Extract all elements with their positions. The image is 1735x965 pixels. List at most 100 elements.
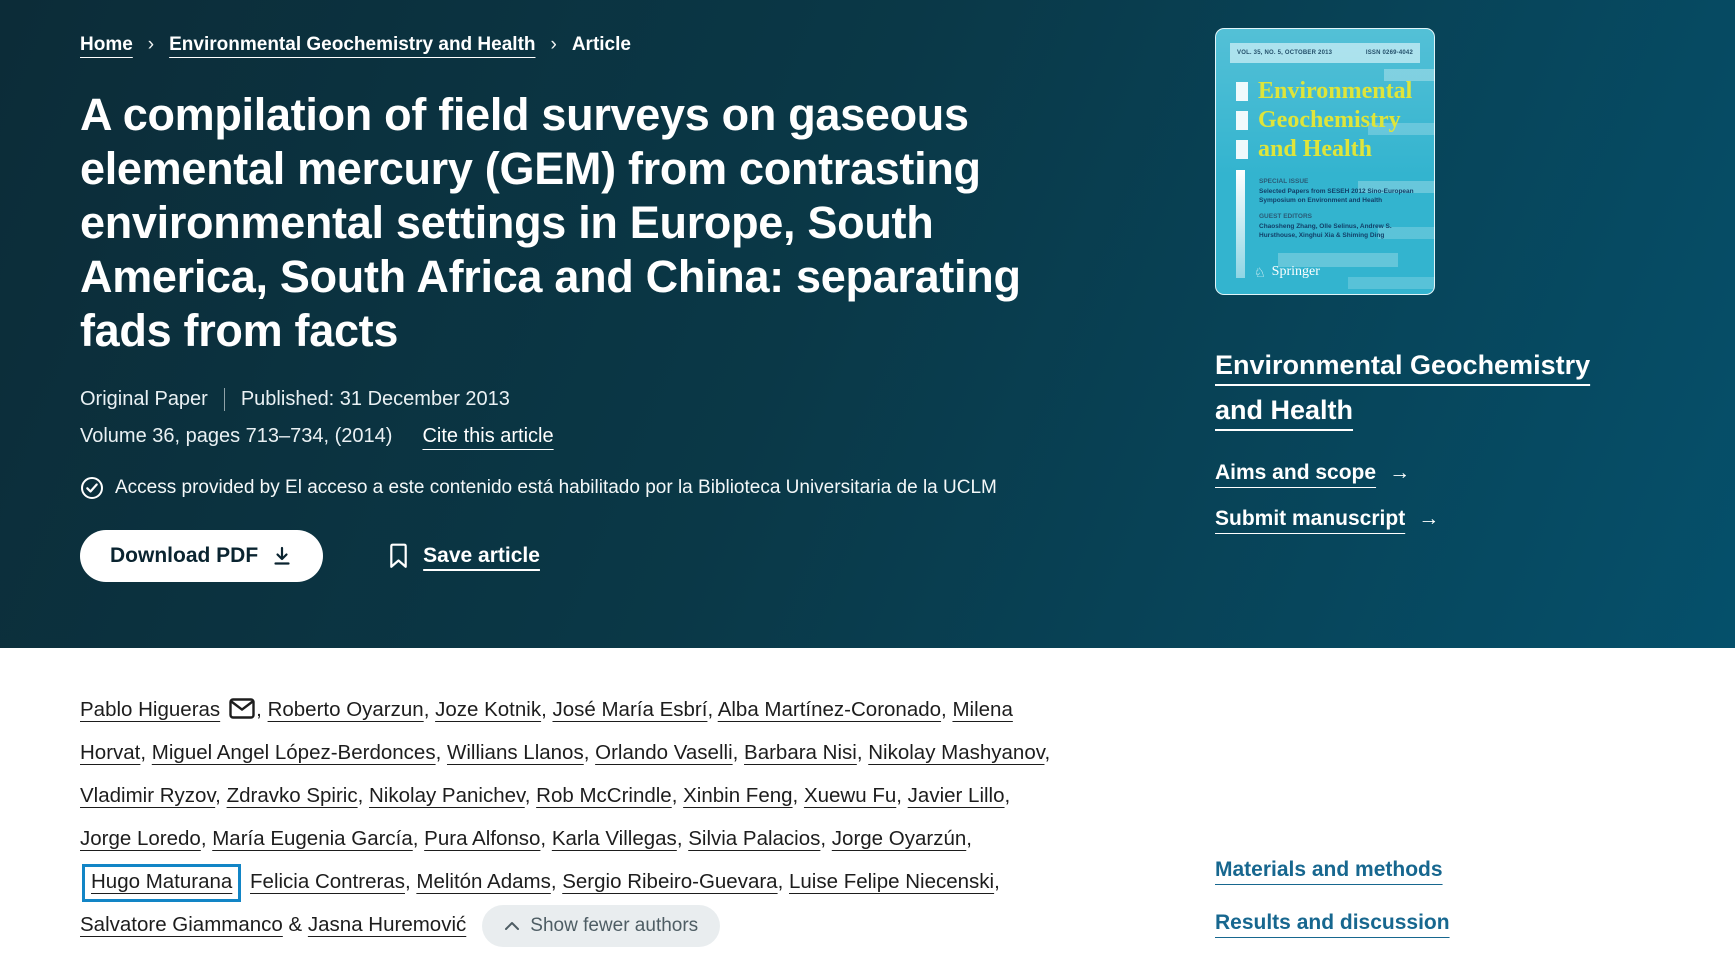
author-link[interactable]: Pablo Higueras	[80, 698, 221, 721]
arrow-right-icon: →	[1389, 461, 1411, 484]
author-separator: ,	[583, 741, 596, 764]
journal-sidebar: VOL. 35, NO. 5, OCTOBER 2013 ISSN 0269-4…	[1215, 28, 1655, 582]
author-separator: ,	[792, 784, 804, 807]
author-link[interactable]: Salvatore Giammanco	[80, 913, 283, 936]
author-link[interactable]: Zdravko Spiric	[226, 784, 358, 807]
cover-guest-editors-label: GUEST EDITORS	[1259, 213, 1312, 220]
toc-materials-and-methods-link[interactable]: Materials and methods	[1215, 858, 1443, 881]
cite-this-article-link[interactable]: Cite this article	[422, 425, 554, 447]
article-meta: Original Paper Published: 31 December 20…	[80, 388, 1155, 411]
author-list: Pablo Higueras, Roberto Oyarzun, Joze Ko…	[80, 648, 1065, 964]
access-check-icon	[81, 477, 103, 499]
breadcrumb: Home › Environmental Geochemistry and He…	[80, 34, 1155, 56]
author-separator: ,	[215, 784, 227, 807]
download-icon	[274, 546, 290, 565]
author-link[interactable]: Silvia Palacios	[688, 827, 821, 850]
author-separator: ,	[966, 827, 972, 850]
author-link[interactable]: Miguel Angel López-Berdonces	[151, 741, 436, 764]
author-separator: ,	[541, 698, 553, 721]
article-title-line: environmental settings in Europe, South	[80, 197, 934, 248]
author-separator: ,	[820, 827, 832, 850]
author-link[interactable]: Barbara Nisi	[744, 741, 857, 764]
article-title: A compilation of field surveys on gaseou…	[80, 88, 1155, 358]
cover-title-square	[1236, 140, 1248, 159]
cover-title: Environmental Geochemistry and Health	[1236, 77, 1412, 164]
author-link[interactable]: Karla Villegas	[551, 827, 677, 850]
author-separator: ,	[540, 827, 552, 850]
author-link[interactable]: Felicia Contreras	[250, 870, 405, 893]
springer-logo-icon: ♘	[1254, 264, 1266, 280]
author-link[interactable]: Xinbin Feng	[683, 784, 793, 807]
author-separator: ,	[777, 870, 789, 893]
toc-results-and-discussion-link[interactable]: Results and discussion	[1215, 911, 1450, 934]
author-link[interactable]: Jorge Oyarzún	[831, 827, 967, 850]
author-link[interactable]: Milena Horvat	[80, 698, 1013, 764]
journal-title-link[interactable]: Environmental Geochemistry and Health	[1215, 350, 1591, 425]
actions-row: Download PDF Save article	[80, 530, 1155, 582]
author-link[interactable]: Joze Kotnik	[435, 698, 542, 721]
author-link[interactable]: Jasna Huremović	[307, 913, 467, 936]
breadcrumb-current: Article	[571, 34, 631, 55]
author-link[interactable]: Jorge Loredo	[80, 827, 201, 850]
published-date: Published: 31 December 2013	[240, 388, 510, 410]
author-link[interactable]: José María Esbrí	[552, 698, 708, 721]
author-link[interactable]: Luise Felipe Niecenski	[789, 870, 995, 893]
author-link[interactable]: Vladimir Ryzov	[80, 784, 216, 807]
meta-divider	[223, 388, 225, 411]
author-separator: ,	[550, 870, 563, 893]
author-separator: ,	[732, 741, 745, 764]
download-pdf-label: Download PDF	[110, 544, 259, 567]
aims-and-scope-link[interactable]: Aims and scope	[1215, 461, 1377, 484]
author-separator: ,	[1004, 784, 1011, 807]
breadcrumb-home-link[interactable]: Home	[80, 34, 133, 55]
author-link[interactable]: Pura Alfonso	[424, 827, 541, 850]
save-article-button[interactable]: Save article	[387, 542, 540, 570]
article-title-line: America, South Africa and China: separat…	[80, 251, 1021, 302]
cover-volume-text: VOL. 35, NO. 5, OCTOBER 2013	[1237, 50, 1333, 56]
submit-manuscript-link[interactable]: Submit manuscript	[1215, 507, 1406, 530]
breadcrumb-journal-link[interactable]: Environmental Geochemistry and Health	[169, 34, 536, 55]
author-separator: ,	[671, 784, 684, 807]
author-link[interactable]: Roberto Oyarzun	[267, 698, 424, 721]
download-pdf-button[interactable]: Download PDF	[80, 530, 324, 582]
show-fewer-authors-button[interactable]: Show fewer authors	[482, 904, 721, 947]
author-link[interactable]: Rob McCrindle	[536, 784, 672, 807]
author-link[interactable]: María Eugenia García	[212, 827, 413, 850]
author-separator: ,	[140, 741, 152, 764]
publisher-name: Springer	[1271, 264, 1320, 279]
author-link[interactable]: Xuewu Fu	[803, 784, 897, 807]
author-separator: ,	[856, 741, 869, 764]
access-row: Access provided by El acceso a este cont…	[80, 476, 1155, 500]
email-icon[interactable]	[229, 698, 255, 719]
journal-cover[interactable]: VOL. 35, NO. 5, OCTOBER 2013 ISSN 0269-4…	[1215, 28, 1435, 295]
cover-title-line: and Health	[1258, 136, 1373, 162]
author-link[interactable]: Sergio Ribeiro-Guevara	[562, 870, 778, 893]
cover-special-issue-label: SPECIAL ISSUE	[1259, 178, 1309, 185]
article-toc: Materials and methods Results and discus…	[1215, 648, 1655, 964]
cover-title-line: Geochemistry	[1258, 107, 1401, 133]
chevron-up-icon	[505, 921, 520, 930]
author-separator: ,	[707, 698, 718, 721]
cover-special-issue: SPECIAL ISSUE Selected Papers from SESEH…	[1259, 178, 1422, 205]
author-link[interactable]: Orlando Vaselli	[595, 741, 733, 764]
author-list-slot: Pablo Higueras, Roberto Oyarzun, Joze Ko…	[80, 698, 1050, 936]
cover-guest-editors-text: Chaosheng Zhang, Olle Selinus, Andrew S.…	[1259, 223, 1392, 239]
author-link[interactable]: Willians Llanos	[446, 741, 584, 764]
author-link[interactable]: Alba Martínez-Coronado	[717, 698, 942, 721]
author-link[interactable]: Hugo Maturana	[91, 870, 233, 893]
author-separator: ,	[423, 698, 436, 721]
author-separator: ,	[1044, 741, 1051, 764]
author-link[interactable]: Nikolay Mashyanov	[868, 741, 1045, 764]
author-link[interactable]: Nikolay Panichev	[369, 784, 525, 807]
author-link[interactable]: Melitón Adams	[416, 870, 551, 893]
author-link[interactable]: Javier Lillo	[907, 784, 1005, 807]
cover-special-issue-text: Selected Papers from SESEH 2012 Sino-Eur…	[1259, 188, 1414, 204]
cover-title-square	[1236, 82, 1248, 101]
author-separator: ,	[676, 827, 689, 850]
cover-masthead: VOL. 35, NO. 5, OCTOBER 2013 ISSN 0269-4…	[1230, 43, 1420, 63]
author-separator: ,	[404, 870, 417, 893]
author-separator: ,	[200, 827, 213, 850]
author-separator: ,	[357, 784, 369, 807]
article-header: Home › Environmental Geochemistry and He…	[0, 0, 1735, 648]
